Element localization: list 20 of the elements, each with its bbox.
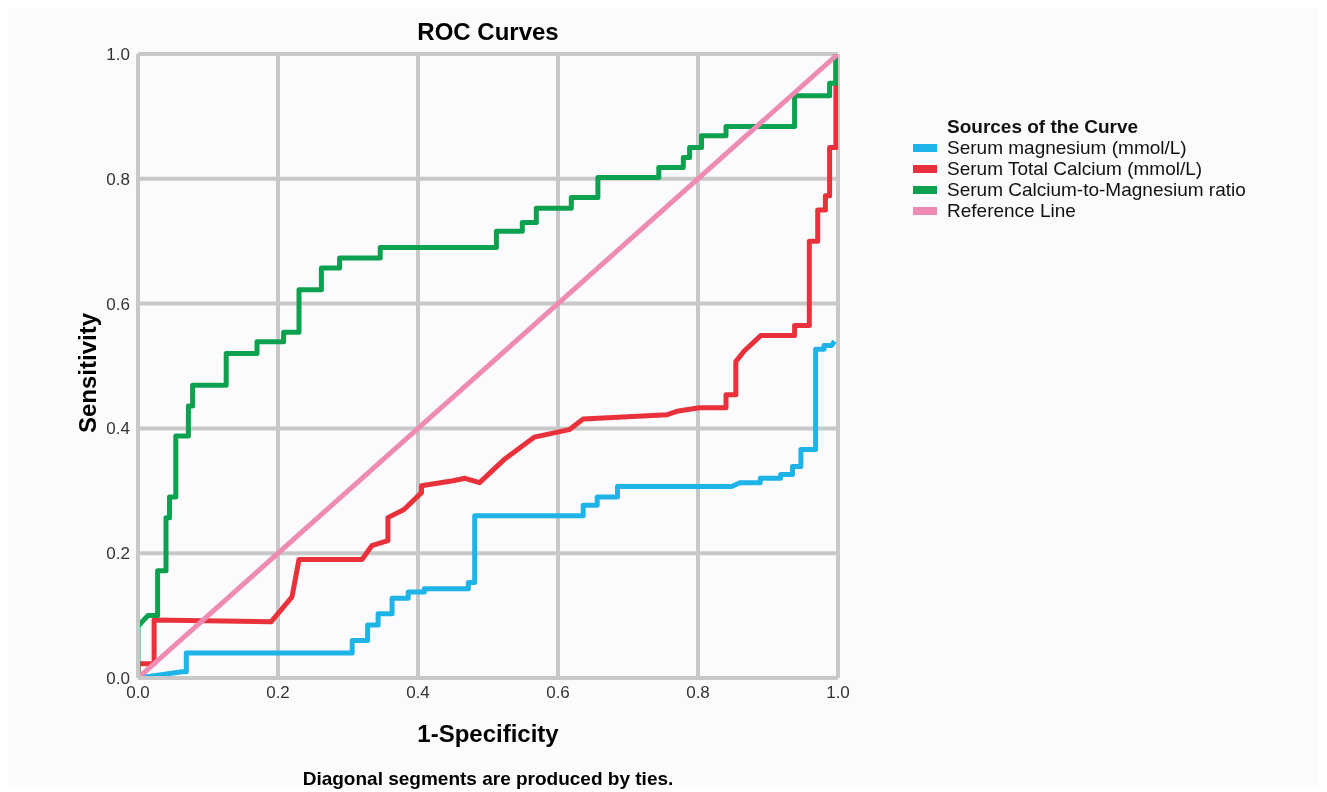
x-tick-label: 0.2	[266, 683, 290, 703]
y-tick-label: 0.6	[106, 294, 130, 314]
text: Diagonal segments are produced by ties.	[301, 768, 675, 790]
x-axis-title: 1-Specificity	[416, 720, 560, 748]
x-tick-label: 0.4	[406, 683, 430, 703]
x-tick-label: 0.8	[686, 683, 710, 703]
x-tick-label: 0.0	[126, 683, 150, 703]
chart-title: ROC Curves	[416, 18, 560, 46]
legend-label: Reference Line	[947, 200, 1076, 221]
y-axis-title: Sensitivity	[74, 312, 102, 434]
y-tick-label: 0.8	[106, 169, 130, 189]
x-tick-label: 0.6	[546, 683, 570, 703]
legend-label: Serum Calcium-to-Magnesium ratio	[947, 179, 1246, 200]
legend-title: Sources of the Curve	[946, 116, 1140, 137]
legend-label: Serum Total Calcium (mmol/L)	[947, 158, 1203, 179]
y-tick-label: 0.2	[106, 544, 130, 564]
x-tick-label: 1.0	[826, 683, 850, 703]
y-tick-label: 0.4	[106, 419, 130, 439]
y-tick-label: 1.0	[106, 45, 130, 65]
legend-label: Serum magnesium (mmol/L)	[947, 137, 1187, 158]
